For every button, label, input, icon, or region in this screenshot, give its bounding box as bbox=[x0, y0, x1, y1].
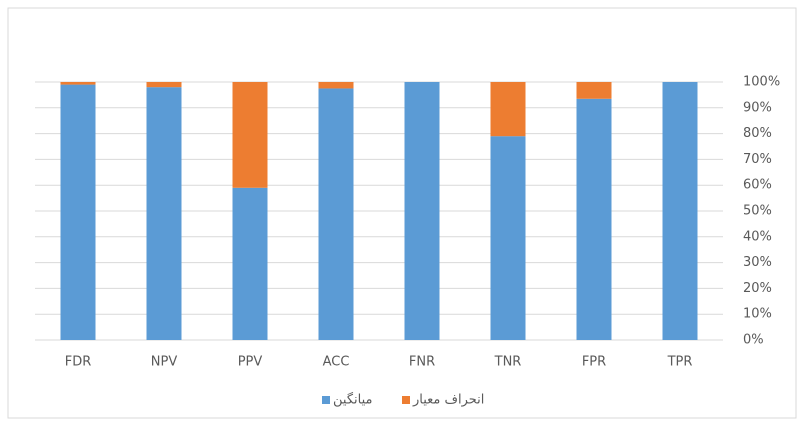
x-tick-label: FDR bbox=[65, 355, 92, 370]
x-tick-label: ACC bbox=[323, 355, 350, 370]
bar-segment bbox=[404, 82, 440, 340]
bar-segment bbox=[232, 187, 268, 340]
y-tick-label: 90% bbox=[743, 100, 772, 115]
y-tick-label: 50% bbox=[743, 204, 772, 219]
x-tick-label: FNR bbox=[409, 355, 435, 370]
x-tick-label: PPV bbox=[238, 355, 263, 370]
y-tick-label: 30% bbox=[743, 255, 772, 270]
bar-segment bbox=[60, 82, 96, 85]
y-tick-label: 80% bbox=[743, 126, 772, 141]
bar-segment bbox=[232, 82, 268, 188]
x-tick-label: TNR bbox=[494, 355, 522, 370]
bar-segment bbox=[146, 87, 182, 340]
bar-segment bbox=[576, 98, 612, 341]
x-tick-label: TPR bbox=[667, 355, 693, 370]
bar-segment bbox=[60, 84, 96, 340]
y-tick-label: 20% bbox=[743, 281, 772, 296]
bar-segment bbox=[490, 82, 526, 137]
legend-swatch bbox=[322, 396, 330, 404]
legend-swatch bbox=[402, 396, 410, 404]
y-tick-label: 100% bbox=[743, 75, 780, 90]
legend-label: انحراف معیار bbox=[412, 393, 484, 408]
bar-segment bbox=[146, 82, 182, 88]
x-tick-label: FPR bbox=[582, 355, 606, 370]
y-tick-label: 60% bbox=[743, 178, 772, 193]
bar-segment bbox=[662, 82, 698, 340]
y-tick-label: 10% bbox=[743, 307, 772, 322]
y-tick-label: 70% bbox=[743, 152, 772, 167]
y-tick-label: 40% bbox=[743, 229, 772, 244]
legend-label: میانگین bbox=[333, 392, 372, 408]
bar-segment bbox=[576, 82, 612, 99]
bar-segment bbox=[318, 82, 354, 89]
bar-segment bbox=[318, 88, 354, 340]
y-tick-label: 0% bbox=[743, 333, 764, 348]
bar-segment bbox=[490, 136, 526, 340]
x-tick-label: NPV bbox=[151, 355, 178, 370]
